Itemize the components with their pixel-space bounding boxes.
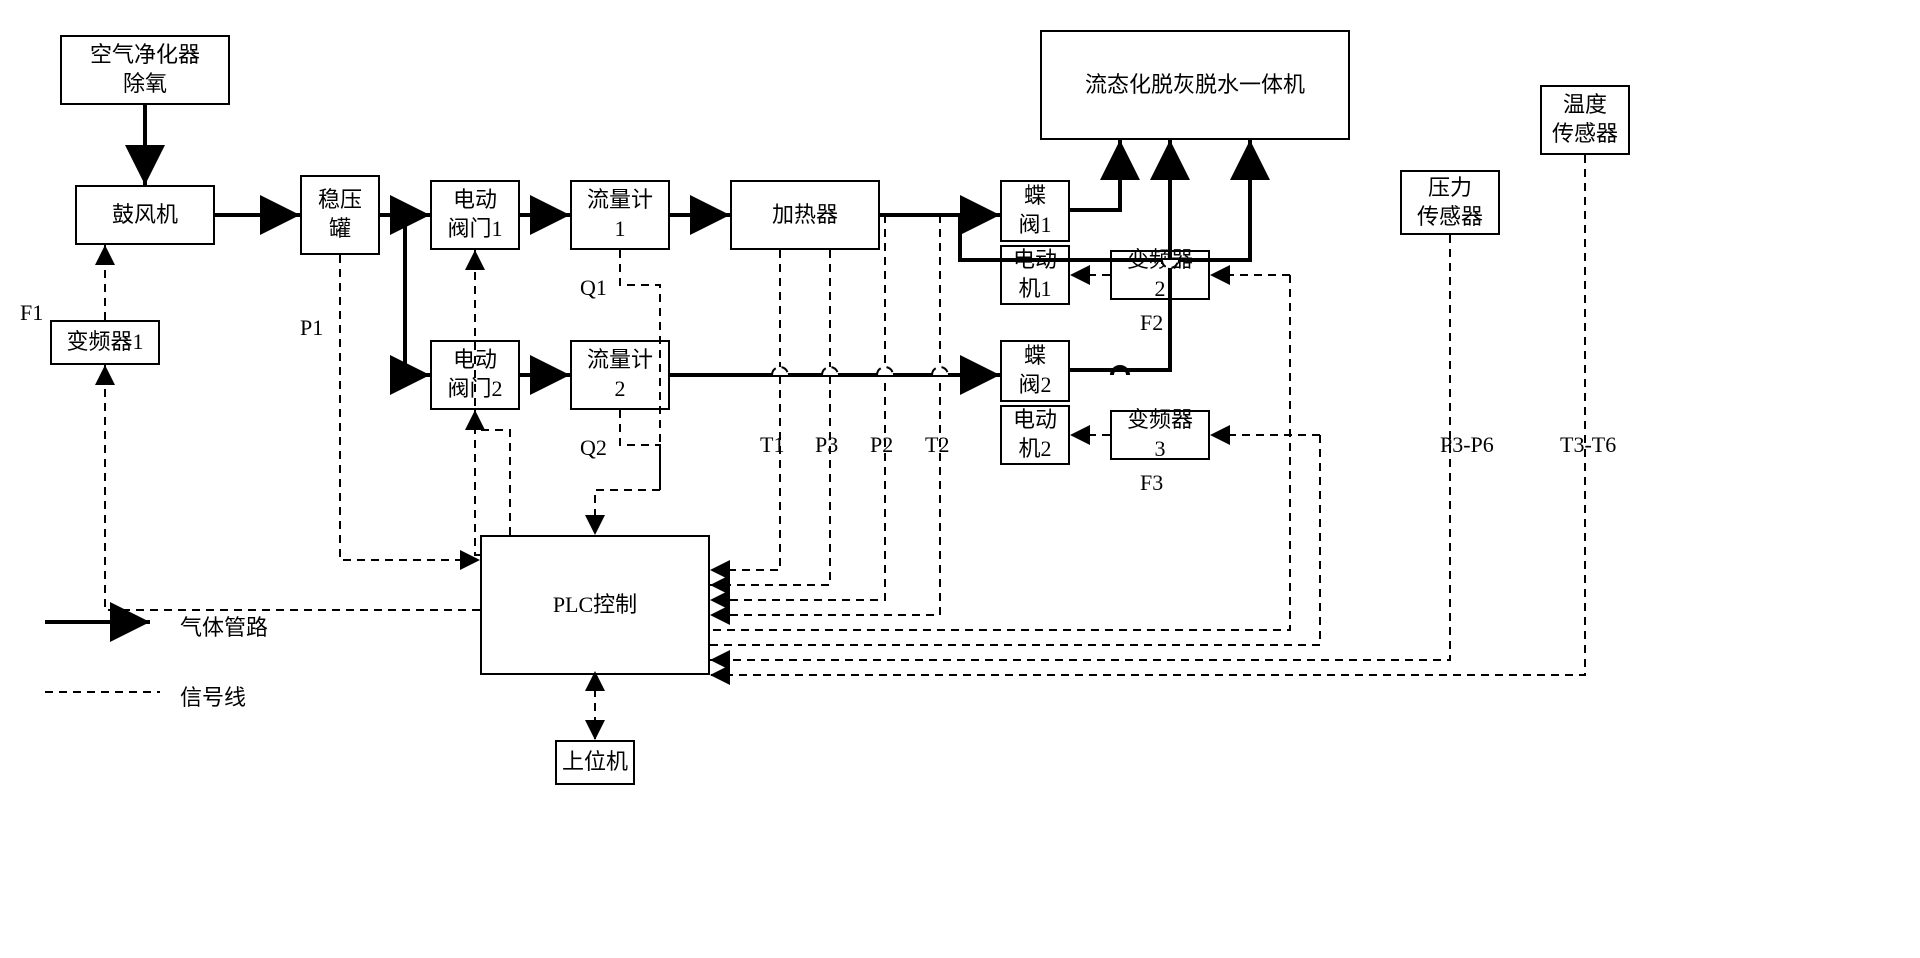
label-Q2: Q2 <box>580 435 607 461</box>
label-P2: P2 <box>870 432 893 458</box>
box-vfd3: 变频器 3 <box>1110 410 1210 460</box>
box-flowmeter2: 流量计 2 <box>570 340 670 410</box>
box-e-valve2: 电动 阀门2 <box>430 340 520 410</box>
box-bfly1: 蝶 阀1 <box>1000 180 1070 242</box>
label-F3: F3 <box>1140 470 1163 496</box>
label-T1: T1 <box>760 432 784 458</box>
box-flowmeter1: 流量计 1 <box>570 180 670 250</box>
label-P3: P3 <box>815 432 838 458</box>
label-P3P6: P3-P6 <box>1440 432 1494 458</box>
box-motor2: 电动 机2 <box>1000 405 1070 465</box>
box-blower: 鼓风机 <box>75 185 215 245</box>
label-F1: F1 <box>20 300 43 326</box>
box-heater: 加热器 <box>730 180 880 250</box>
box-fluidized: 流态化脱灰脱水一体机 <box>1040 30 1350 140</box>
box-e-valve1: 电动 阀门1 <box>430 180 520 250</box>
label-Q1: Q1 <box>580 275 607 301</box>
box-plc: PLC控制 <box>480 535 710 675</box>
legend-signal-label: 信号线 <box>180 680 246 712</box>
label-T2: T2 <box>925 432 949 458</box>
label-T3T6: T3-T6 <box>1560 432 1616 458</box>
label-F2: F2 <box>1140 310 1163 336</box>
box-vfd1: 变频器1 <box>50 320 160 365</box>
diagram-lines <box>0 0 1920 958</box>
label-P1: P1 <box>300 315 323 341</box>
box-pressure-sensor: 压力 传感器 <box>1400 170 1500 235</box>
box-surge-tank: 稳压 罐 <box>300 175 380 255</box>
box-host: 上位机 <box>555 740 635 785</box>
box-air-purifier: 空气净化器 除氧 <box>60 35 230 105</box>
box-temp-sensor: 温度 传感器 <box>1540 85 1630 155</box>
box-bfly2: 蝶 阀2 <box>1000 340 1070 402</box>
legend-gas-label: 气体管路 <box>180 610 268 642</box>
box-vfd2: 变频器 2 <box>1110 250 1210 300</box>
box-motor1: 电动 机1 <box>1000 245 1070 305</box>
